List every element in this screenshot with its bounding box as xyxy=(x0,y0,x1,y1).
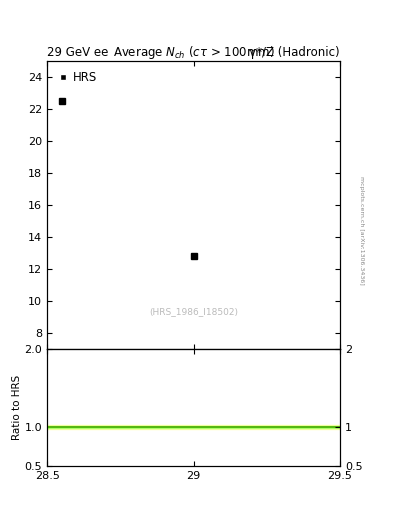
Title: Average $N_{ch}$ ($c\tau$ > 100mm): Average $N_{ch}$ ($c\tau$ > 100mm) xyxy=(113,45,274,61)
Legend: HRS: HRS xyxy=(53,68,101,88)
Text: γ*/Z (Hadronic): γ*/Z (Hadronic) xyxy=(249,46,340,59)
Bar xyxy=(47,424,340,429)
Text: mcplots.cern.ch [arXiv:1306.3436]: mcplots.cern.ch [arXiv:1306.3436] xyxy=(359,176,364,285)
Text: 29 GeV ee: 29 GeV ee xyxy=(47,46,108,59)
Bar xyxy=(47,426,340,428)
Text: (HRS_1986_I18502): (HRS_1986_I18502) xyxy=(149,307,238,316)
Y-axis label: Ratio to HRS: Ratio to HRS xyxy=(12,375,22,440)
